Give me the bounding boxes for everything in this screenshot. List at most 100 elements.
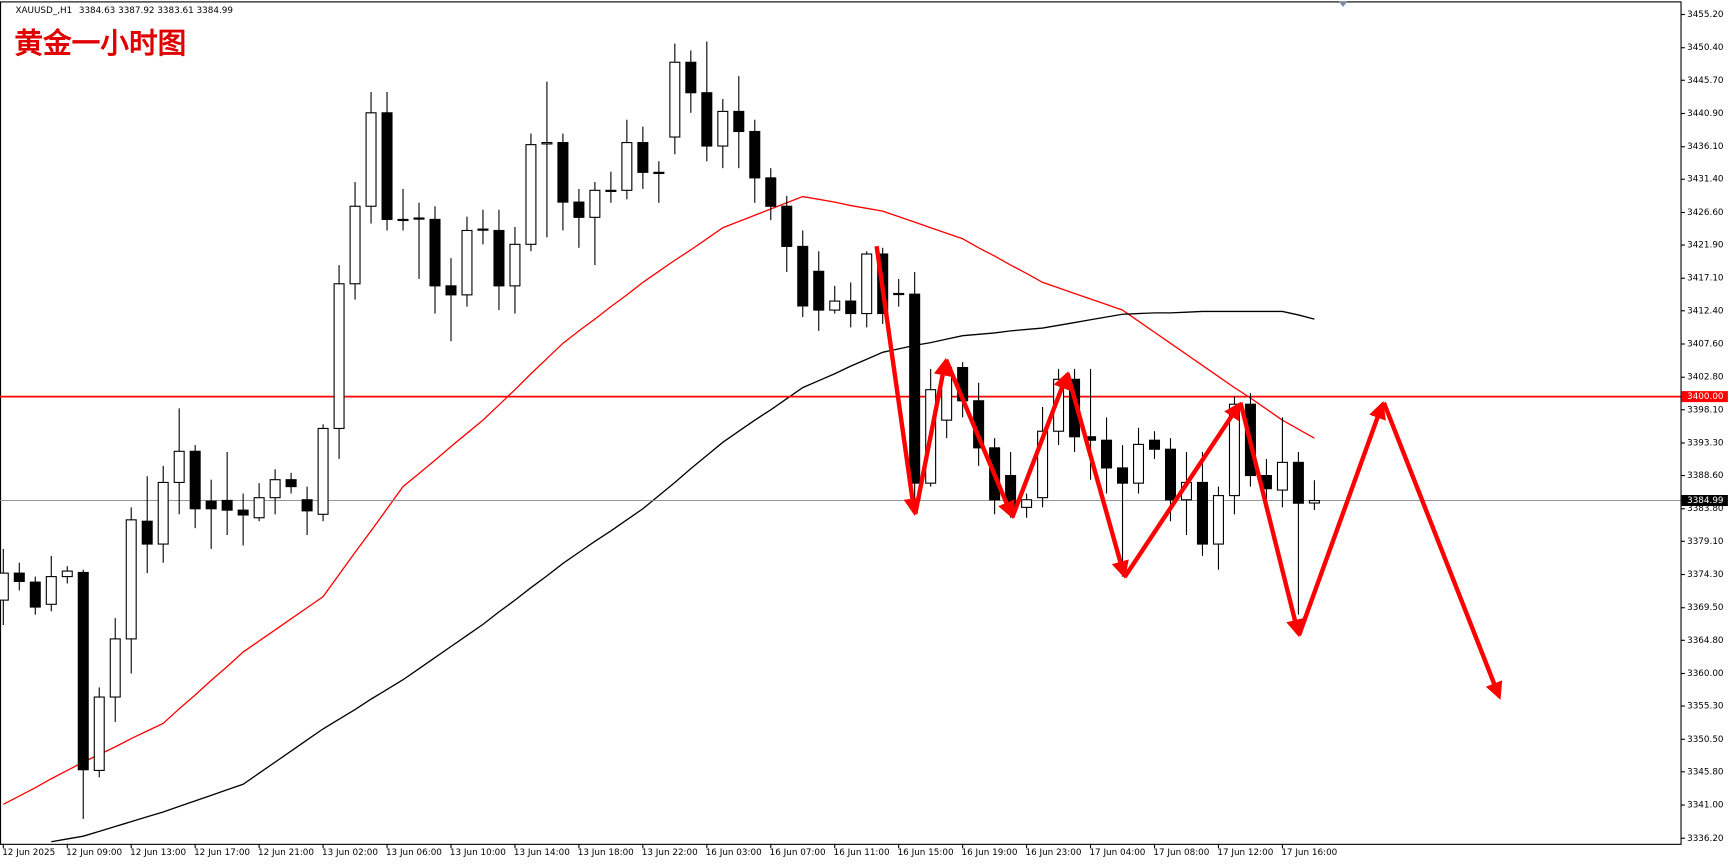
x-tick-label: 16 Jun 19:00 — [962, 848, 1018, 858]
candle-body — [541, 142, 553, 145]
candle-body — [301, 499, 313, 512]
y-tick-label: 3364.80 — [1687, 636, 1724, 646]
candle-body — [45, 576, 57, 605]
candle-body — [1117, 467, 1129, 484]
x-tick-label: 13 Jun 02:00 — [322, 848, 378, 858]
candle-body — [845, 300, 857, 315]
candle-body — [765, 177, 777, 207]
candle-body — [1292, 461, 1304, 504]
y-tick-label: 3417.10 — [1687, 274, 1724, 284]
candle-body — [1133, 443, 1145, 484]
y-tick-label: 3426.60 — [1687, 208, 1724, 218]
y-tick-label: 3402.80 — [1687, 373, 1724, 383]
candle-body — [589, 189, 601, 218]
chart-title: 黄金一小时图 — [14, 27, 186, 60]
y-tick-label: 3431.40 — [1687, 175, 1724, 185]
candle-body — [829, 300, 841, 311]
x-tick-label: 16 Jun 03:00 — [706, 848, 762, 858]
candle-body — [493, 229, 505, 287]
candle-body — [1148, 439, 1161, 450]
price-level-label: 3384.99 — [1687, 496, 1723, 506]
x-tick-label: 13 Jun 06:00 — [386, 848, 442, 858]
x-tick-label: 12 Jun 13:00 — [130, 848, 186, 858]
y-tick-label: 3407.60 — [1687, 340, 1724, 350]
candle-body — [0, 572, 9, 601]
candle-body — [13, 572, 25, 582]
y-tick-label: 3369.50 — [1687, 603, 1724, 613]
candle-body — [125, 519, 137, 640]
y-tick-label: 3341.00 — [1687, 801, 1724, 811]
plot-frame — [0, 1, 1682, 845]
candle-body — [1276, 461, 1288, 491]
x-tick-label: 17 Jun 12:00 — [1217, 848, 1273, 858]
candle-body — [157, 481, 169, 545]
candle-body — [813, 270, 825, 311]
candle-body — [61, 570, 73, 578]
candle-body — [253, 497, 265, 519]
x-tick-label: 16 Jun 23:00 — [1025, 848, 1081, 858]
candle-body — [93, 696, 105, 771]
candle-body — [429, 218, 441, 287]
y-tick-label: 3445.70 — [1687, 76, 1724, 86]
candle-body — [205, 500, 217, 510]
candle-body — [1308, 499, 1320, 504]
candle-body — [445, 285, 457, 296]
x-tick-label: 12 Jun 2025 — [2, 848, 55, 858]
candle-body — [557, 142, 569, 203]
y-tick-label: 3393.30 — [1687, 438, 1724, 448]
candle-body — [509, 243, 521, 287]
candle-body — [221, 499, 233, 511]
y-tick-label: 3336.20 — [1687, 834, 1724, 844]
red-arrows — [874, 245, 1503, 700]
candle-body — [717, 110, 729, 147]
candle-body — [413, 217, 425, 220]
moving-average — [51, 310, 1315, 843]
candle-body — [365, 112, 377, 207]
candle-body — [1164, 448, 1177, 501]
x-tick-label: 13 Jun 10:00 — [450, 848, 506, 858]
candle-body — [1069, 378, 1081, 438]
moving-average — [3, 195, 1315, 805]
candle-body — [733, 110, 745, 133]
candle-body — [781, 205, 793, 247]
candle-body — [893, 292, 905, 296]
candle-body — [669, 61, 681, 138]
candle-body — [269, 479, 281, 499]
y-tick-label: 3379.10 — [1687, 537, 1724, 547]
candle-body — [749, 130, 761, 179]
candle-body — [525, 144, 537, 245]
candle-body — [637, 142, 649, 173]
candle-body — [573, 201, 585, 218]
candle-body — [29, 581, 41, 608]
shift-marker — [1338, 1, 1348, 7]
y-tick-label: 3398.10 — [1687, 405, 1724, 415]
price-level-box — [1681, 495, 1728, 507]
candle-body — [477, 228, 489, 231]
x-tick-label: 16 Jun 07:00 — [770, 848, 826, 858]
candle-body — [1037, 430, 1049, 499]
candle-body — [1101, 439, 1113, 469]
y-tick-label: 3345.80 — [1687, 767, 1724, 777]
candle-body — [141, 520, 153, 545]
candle-body — [397, 218, 409, 222]
y-tick-label: 3374.30 — [1687, 570, 1724, 580]
y-tick-label: 3383.80 — [1687, 504, 1724, 514]
y-tick-label: 3421.90 — [1687, 241, 1724, 251]
candle-body — [109, 638, 121, 698]
x-tick-label: 13 Jun 18:00 — [578, 848, 634, 858]
x-tick-label: 17 Jun 08:00 — [1153, 848, 1209, 858]
x-tick-label: 13 Jun 22:00 — [642, 848, 698, 858]
candle-body — [685, 61, 697, 94]
price-level-box — [1681, 391, 1728, 403]
y-tick-label: 3436.10 — [1687, 142, 1724, 152]
candle-body — [1212, 495, 1224, 545]
candle-body — [909, 293, 921, 484]
candle-body — [77, 571, 89, 771]
x-tick-label: 12 Jun 17:00 — [194, 848, 250, 858]
candle-body — [173, 450, 185, 484]
candle-body — [189, 450, 201, 510]
y-tick-label: 3450.40 — [1687, 43, 1724, 53]
x-tick-label: 13 Jun 14:00 — [514, 848, 570, 858]
y-tick-label: 3350.50 — [1687, 735, 1724, 745]
